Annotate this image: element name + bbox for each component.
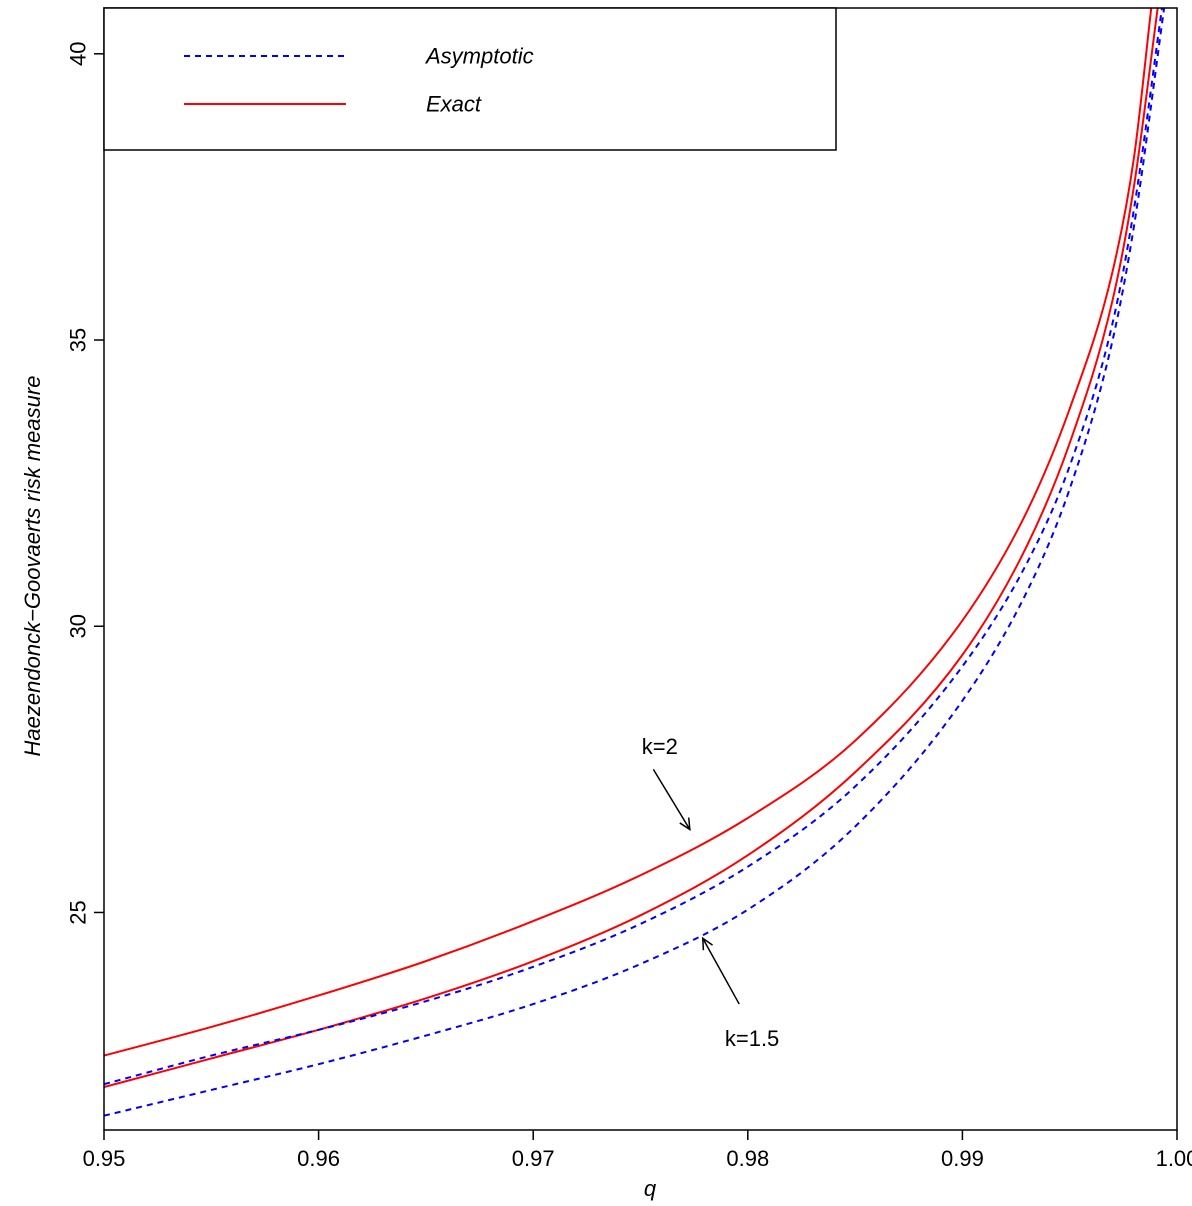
y-tick-label: 40 xyxy=(66,42,91,66)
annotation-arrow xyxy=(652,768,691,830)
annotation-label: k=1.5 xyxy=(725,1026,779,1051)
series-line-exact-k15 xyxy=(104,8,1159,1089)
legend-label-asymptotic: Asymptotic xyxy=(424,44,534,69)
y-tick-label: 25 xyxy=(66,900,91,924)
x-tick-label: 1.00 xyxy=(1156,1146,1192,1171)
axes: 0.95 0.96 0.97 0.98 0.99 1.00 25 30 35 40 xyxy=(66,7,1192,1171)
y-axis-label: Haezendonck−Goovaerts risk measure xyxy=(20,376,45,757)
y-tick-label: 35 xyxy=(66,328,91,352)
legend: Asymptotic Exact xyxy=(103,7,837,151)
x-tick-label: 0.96 xyxy=(297,1146,340,1171)
annotation-arrowhead xyxy=(701,936,713,951)
series-line-exact-k2 xyxy=(104,8,1153,1057)
x-tick-label: 0.95 xyxy=(83,1146,126,1171)
annotation-arrow xyxy=(702,937,740,1005)
series-line-asymptotic-k15 xyxy=(104,8,1166,1117)
annotation-label: k=2 xyxy=(642,734,678,759)
plot-lines xyxy=(104,8,1166,1117)
x-tick-label: 0.98 xyxy=(726,1146,769,1171)
x-tick-label: 0.99 xyxy=(941,1146,984,1171)
annotations: k=2 k=1.5 xyxy=(642,734,780,1051)
annotation-arrowhead xyxy=(679,817,691,831)
x-axis-label: q xyxy=(644,1176,657,1201)
legend-box xyxy=(103,7,837,151)
series-line-asymptotic-k2 xyxy=(104,8,1163,1086)
legend-label-exact: Exact xyxy=(426,92,482,117)
y-tick-label: 30 xyxy=(66,614,91,638)
x-tick-label: 0.97 xyxy=(512,1146,555,1171)
